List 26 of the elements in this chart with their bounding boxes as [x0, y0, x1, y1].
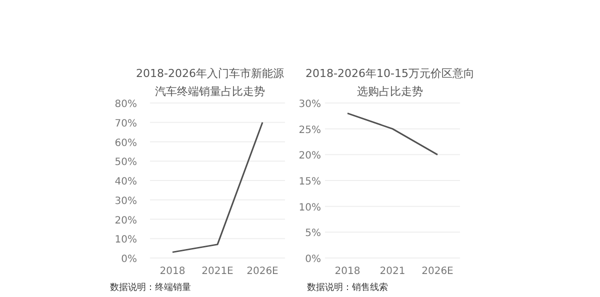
y-tick-label: 40% [114, 176, 137, 188]
x-tick-label: 2021 [380, 266, 406, 277]
text: 数据说明：终端销量 [110, 282, 191, 293]
y-tick-label: 0% [121, 254, 137, 265]
y-tick-label: 70% [114, 118, 137, 130]
x-tick-label: 2026E [246, 266, 278, 277]
y-tick-label: 10% [114, 234, 137, 246]
y-tick-label: 30% [298, 99, 321, 110]
y-tick-label: 80% [114, 99, 137, 110]
y-tick-label: 25% [298, 124, 321, 136]
y-tick-label: 15% [298, 176, 321, 188]
chart-title: 2018-2026年10-15万元价区意向选购占比走势 [306, 67, 474, 98]
chart-title: 2018-2026年入门车市新能源汽车终端销量占比走势 [136, 67, 284, 98]
x-tick-label: 2021E [202, 266, 234, 277]
y-tick-label: 0% [305, 254, 321, 265]
text: 数据说明：销售线索 [307, 282, 388, 293]
y-tick-label: 5% [305, 228, 321, 240]
y-tick-label: 10% [298, 202, 321, 214]
y-tick-label: 30% [114, 196, 137, 207]
x-tick-label: 2018 [334, 266, 360, 277]
x-tick-label: 2018 [160, 266, 186, 277]
y-tick-label: 20% [298, 150, 321, 162]
y-tick-label: 20% [114, 215, 137, 226]
y-tick-label: 50% [114, 157, 137, 168]
y-tick-label: 60% [114, 138, 137, 149]
x-tick-label: 2026E [422, 266, 454, 277]
